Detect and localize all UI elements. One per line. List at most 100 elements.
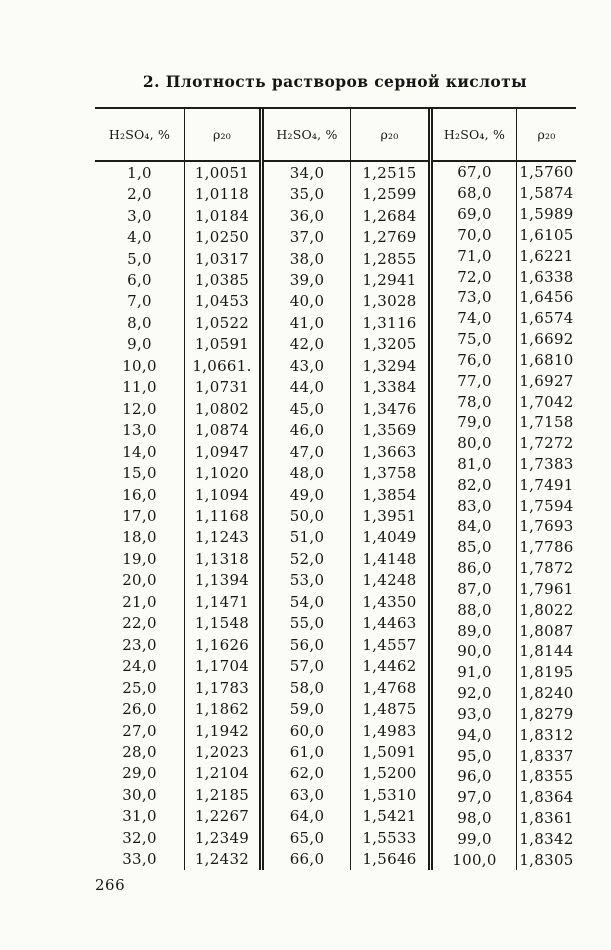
table-column-group-1: H₂SO₄, % ρ₂₀ 1,0 1,0051 2,0 1,0118 3,0 1,0184… bbox=[95, 109, 259, 870]
acid-percent-cell: 58,0 bbox=[264, 676, 351, 699]
acid-percent-cell: 100,0 bbox=[433, 849, 517, 871]
acid-percent-cell: 29,0 bbox=[95, 762, 185, 785]
density-cell: 1,1168 bbox=[194, 506, 250, 525]
acid-percent-cell: 86,0 bbox=[433, 557, 517, 579]
acid-percent-cell: 97,0 bbox=[433, 786, 517, 808]
acid-percent-cell: 80,0 bbox=[433, 432, 517, 454]
table-row: 90,0 1,8144 bbox=[433, 641, 576, 662]
acid-percent-cell: 65,0 bbox=[264, 827, 351, 849]
density-cell: 1,0118 bbox=[194, 185, 250, 204]
table-row: 41,0 1,3116 bbox=[264, 312, 428, 334]
table-row: 80,0 1,7272 bbox=[433, 432, 576, 454]
density-cell: 1,0051 bbox=[194, 163, 250, 182]
acid-percent-cell: 14,0 bbox=[95, 440, 185, 463]
density-cell: 1,1394 bbox=[194, 571, 250, 590]
density-cell: 1,7594 bbox=[519, 496, 574, 515]
density-cell: 1,1318 bbox=[194, 549, 250, 568]
table-row: 19,0 1,1318 bbox=[95, 548, 259, 570]
density-cell: 1,7158 bbox=[519, 413, 574, 432]
acid-percent-cell: 39,0 bbox=[264, 269, 351, 291]
density-cell: 1,3569 bbox=[362, 421, 417, 440]
acid-percent-cell: 81,0 bbox=[433, 453, 517, 475]
density-cell: 1,2023 bbox=[194, 742, 250, 761]
acid-percent-cell: 63,0 bbox=[264, 784, 351, 806]
acid-percent-cell: 84,0 bbox=[433, 516, 517, 537]
column-group-header: H₂SO₄, % ρ₂₀ bbox=[433, 109, 576, 162]
table-row: 92,0 1,8240 bbox=[433, 682, 576, 704]
acid-percent-cell: 98,0 bbox=[433, 807, 517, 829]
table-row: 40,0 1,3028 bbox=[264, 290, 428, 313]
acid-percent-cell: 25,0 bbox=[95, 676, 185, 699]
acid-percent-cell: 26,0 bbox=[95, 698, 185, 720]
acid-percent-cell: 95,0 bbox=[433, 745, 517, 767]
acid-percent-cell: 76,0 bbox=[433, 349, 517, 371]
acid-percent-cell: 88,0 bbox=[433, 599, 517, 621]
density-cell: 1,3205 bbox=[362, 335, 417, 354]
density-cell: 1,6105 bbox=[519, 225, 574, 244]
acid-percent-cell: 2,0 bbox=[95, 183, 185, 205]
acid-percent-cell: 13,0 bbox=[95, 419, 185, 441]
table-row: 52,0 1,4148 bbox=[264, 548, 428, 570]
acid-percent-cell: 61,0 bbox=[264, 741, 351, 763]
table-row: 47,0 1,3663 bbox=[264, 440, 428, 463]
table-row: 46,0 1,3569 bbox=[264, 419, 428, 441]
density-cell: 1,2432 bbox=[194, 850, 250, 869]
acid-percent-cell: 3,0 bbox=[95, 204, 185, 227]
acid-percent-cell: 7,0 bbox=[95, 290, 185, 313]
density-cell: 1,2769 bbox=[362, 228, 417, 247]
column-group-body: 34,0 1,2515 35,0 1,2599 36,0 1,2684 37,0 1,2769… bbox=[264, 162, 428, 870]
acid-percent-cell: 6,0 bbox=[95, 269, 185, 291]
table-row: 50,0 1,3951 bbox=[264, 505, 428, 527]
table-row: 4,0 1,0250 bbox=[95, 226, 259, 248]
table-row: 24,0 1,1704 bbox=[95, 655, 259, 677]
density-cell: 1,4557 bbox=[362, 635, 417, 654]
acid-percent-cell: 16,0 bbox=[95, 483, 185, 506]
acid-percent-cell: 83,0 bbox=[433, 495, 517, 517]
table-row: 79,0 1,7158 bbox=[433, 411, 576, 433]
table-row: 86,0 1,7872 bbox=[433, 557, 576, 579]
density-cell: 1,5421 bbox=[362, 807, 417, 826]
table-row: 15,0 1,1020 bbox=[95, 462, 259, 484]
acid-percent-cell: 90,0 bbox=[433, 641, 517, 662]
acid-percent-cell: 59,0 bbox=[264, 698, 351, 720]
acid-percent-cell: 37,0 bbox=[264, 226, 351, 248]
table-row: 32,0 1,2349 bbox=[95, 827, 259, 849]
table-row: 18,0 1,1243 bbox=[95, 526, 259, 549]
acid-percent-cell: 51,0 bbox=[264, 526, 351, 549]
acid-percent-cell: 74,0 bbox=[433, 307, 517, 329]
density-cell: 1,0250 bbox=[194, 228, 250, 247]
density-cell: 1,4463 bbox=[362, 614, 417, 633]
density-cell: 1,2185 bbox=[194, 785, 250, 804]
density-cell: 1,2104 bbox=[194, 764, 250, 783]
density-cell: 1,5310 bbox=[362, 785, 417, 804]
density-cell: 1,5200 bbox=[362, 764, 417, 783]
table-row: 57,0 1,4462 bbox=[264, 655, 428, 677]
density-cell: 1,7383 bbox=[519, 455, 574, 473]
acid-percent-cell: 48,0 bbox=[264, 462, 351, 484]
density-cell: 1,1704 bbox=[194, 657, 250, 676]
density-cell: 1,8087 bbox=[519, 621, 574, 640]
density-cell: 1,8279 bbox=[519, 704, 574, 723]
table-row: 8,0 1,0522 bbox=[95, 312, 259, 334]
density-cell: 1,4983 bbox=[362, 721, 417, 740]
density-cell: 1,1783 bbox=[194, 678, 250, 697]
table-row: 16,0 1,1094 bbox=[95, 483, 259, 506]
column-group-body: 1,0 1,0051 2,0 1,0118 3,0 1,0184 4,0 1,0250 5,0 1… bbox=[95, 162, 259, 870]
table-row: 20,0 1,1394 bbox=[95, 569, 259, 592]
acid-percent-cell: 55,0 bbox=[264, 612, 351, 634]
table-row: 36,0 1,2684 bbox=[264, 204, 428, 227]
density-header: ρ₂₀ bbox=[537, 127, 556, 142]
density-cell: 1,4350 bbox=[362, 592, 417, 611]
table-row: 77,0 1,6927 bbox=[433, 370, 576, 392]
acid-percent-cell: 42,0 bbox=[264, 333, 351, 356]
acid-percent-cell: 56,0 bbox=[264, 633, 351, 656]
acid-percent-cell: 43,0 bbox=[264, 355, 351, 377]
density-cell: 1,0802 bbox=[194, 399, 250, 418]
density-cell: 1,6338 bbox=[519, 267, 574, 286]
density-cell: 1,6221 bbox=[519, 246, 574, 265]
acid-percent-cell: 77,0 bbox=[433, 370, 517, 392]
table-row: 13,0 1,0874 bbox=[95, 419, 259, 441]
density-cell: 1,1471 bbox=[194, 592, 250, 611]
table-row: 65,0 1,5533 bbox=[264, 827, 428, 849]
